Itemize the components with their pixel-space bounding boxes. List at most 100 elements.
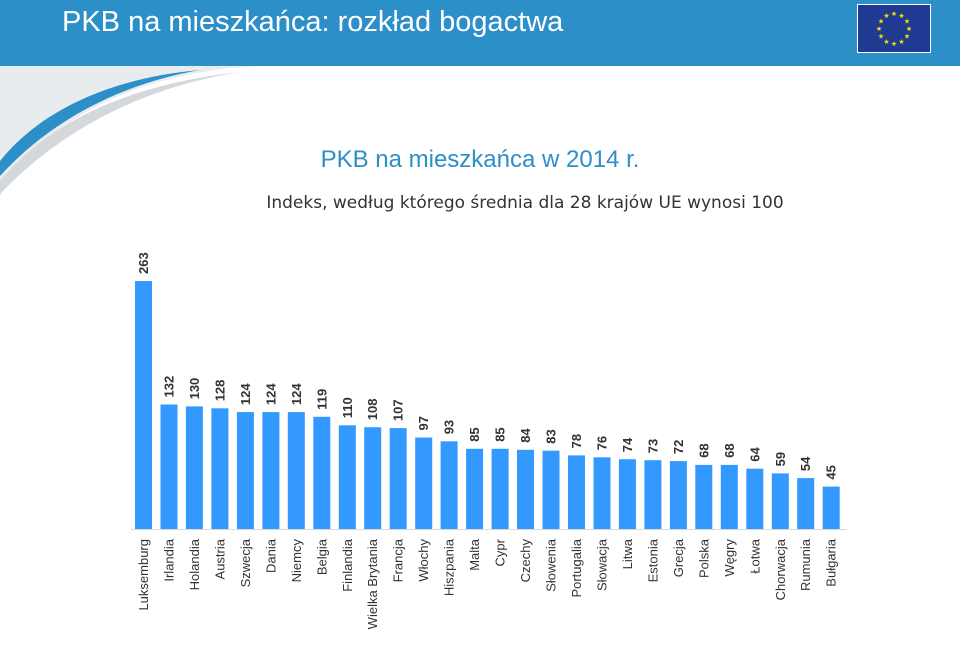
data-label: 78: [569, 434, 584, 448]
data-label: 132: [162, 376, 177, 398]
bar: [415, 437, 433, 529]
bar: [593, 457, 611, 529]
category-label: Malta: [467, 538, 482, 571]
category-label: Portugalia: [569, 538, 584, 597]
category-label: Słowacja: [595, 538, 610, 591]
eu-flag-icon: ★ ★ ★ ★ ★ ★ ★ ★ ★ ★ ★ ★: [857, 4, 931, 53]
bar: [160, 404, 178, 529]
category-label: Luksemburg: [136, 539, 151, 611]
data-label: 83: [544, 429, 559, 443]
bar: [618, 459, 636, 529]
flag-star-icon: ★: [904, 18, 910, 26]
category-label: Włochy: [416, 539, 431, 582]
category-label: Hiszpania: [442, 538, 457, 596]
category-label: Cypr: [493, 538, 508, 566]
bar: [313, 416, 331, 529]
data-label: 85: [493, 427, 508, 441]
bar: [364, 427, 382, 529]
flag-star-icon: ★: [878, 18, 884, 26]
category-label: Irlandia: [162, 538, 177, 581]
category-label: Szwecja: [238, 538, 253, 587]
data-label: 85: [467, 427, 482, 441]
flag-star-icon: ★: [876, 25, 882, 33]
bar: [822, 486, 840, 529]
data-label: 130: [187, 378, 202, 400]
category-label: Wielka Brytania: [365, 538, 380, 629]
data-label: 68: [722, 443, 737, 457]
data-label: 73: [645, 439, 660, 453]
flag-star-icon: ★: [898, 12, 904, 20]
data-label: 107: [391, 399, 406, 421]
data-label: 45: [824, 465, 839, 479]
category-label: Dania: [263, 538, 278, 573]
category-label: Grecja: [671, 538, 686, 577]
data-label: 74: [620, 437, 635, 452]
flag-star-icon: ★: [891, 10, 897, 18]
bar: [236, 412, 254, 529]
flag-star-icon: ★: [883, 38, 889, 46]
data-label: 59: [773, 452, 788, 466]
data-label: 128: [212, 380, 227, 402]
category-label: Słowenia: [544, 538, 559, 592]
bar: [568, 455, 585, 529]
chart-subtitle: Indeks, według którego średnia dla 28 kr…: [266, 193, 784, 213]
data-label: 54: [798, 456, 813, 471]
bar: [135, 281, 152, 529]
data-label: 97: [416, 416, 431, 430]
data-label: 263: [136, 252, 151, 274]
category-label: Chorwacja: [773, 538, 788, 600]
data-label: 124: [289, 383, 304, 405]
category-label: Czechy: [518, 539, 533, 583]
bar: [542, 450, 560, 529]
decorative-swoosh: [0, 66, 260, 196]
data-label: 124: [263, 383, 278, 405]
data-label: 72: [671, 440, 686, 454]
bar: [466, 448, 484, 529]
bar: [669, 461, 687, 529]
bar: [517, 449, 534, 529]
bar: [389, 428, 407, 529]
category-label: Łotwa: [747, 538, 762, 573]
category-label: Holandia: [187, 538, 202, 590]
flag-star-icon: ★: [906, 25, 912, 33]
data-label: 108: [365, 398, 380, 420]
flag-star-icon: ★: [898, 38, 904, 46]
category-label: Rumunia: [798, 538, 813, 591]
bar: [338, 425, 356, 529]
category-label: Litwa: [620, 538, 635, 569]
data-label: 119: [314, 389, 329, 410]
category-label: Polska: [696, 538, 711, 578]
data-label: 110: [340, 397, 355, 418]
data-label: 64: [747, 446, 762, 461]
flag-star-icon: ★: [904, 33, 910, 41]
flag-star-icon: ★: [878, 33, 884, 41]
bar: [771, 473, 789, 529]
header-bar: PKB na mieszkańca: rozkład bogactwa ★ ★ ★ ★…: [0, 0, 960, 66]
bar: [797, 478, 815, 529]
category-label: Finlandia: [340, 538, 355, 592]
category-label: Estonia: [645, 538, 660, 582]
bar: [720, 464, 738, 529]
bar: [644, 460, 662, 529]
bar: [695, 464, 713, 529]
category-label: Węgry: [722, 539, 737, 577]
data-label: 68: [696, 443, 711, 457]
flag-star-icon: ★: [883, 12, 889, 20]
category-label: Niemcy: [289, 539, 304, 583]
data-label: 84: [518, 428, 533, 443]
bar: [746, 468, 764, 529]
bar: [262, 412, 280, 529]
flag-star-icon: ★: [891, 40, 897, 48]
category-label: Belgia: [314, 538, 329, 575]
page-title: PKB na mieszkańca: rozkład bogactwa: [62, 6, 564, 38]
bar: [440, 441, 458, 529]
category-label: Bułgaria: [824, 538, 839, 586]
category-label: Francja: [391, 538, 406, 582]
data-label: 124: [238, 383, 253, 405]
chart-title: PKB na mieszkańca w 2014 r.: [320, 146, 640, 173]
category-label: Austria: [212, 538, 227, 579]
bar: [491, 448, 509, 529]
bar: [211, 408, 229, 529]
data-label: 76: [595, 436, 610, 450]
